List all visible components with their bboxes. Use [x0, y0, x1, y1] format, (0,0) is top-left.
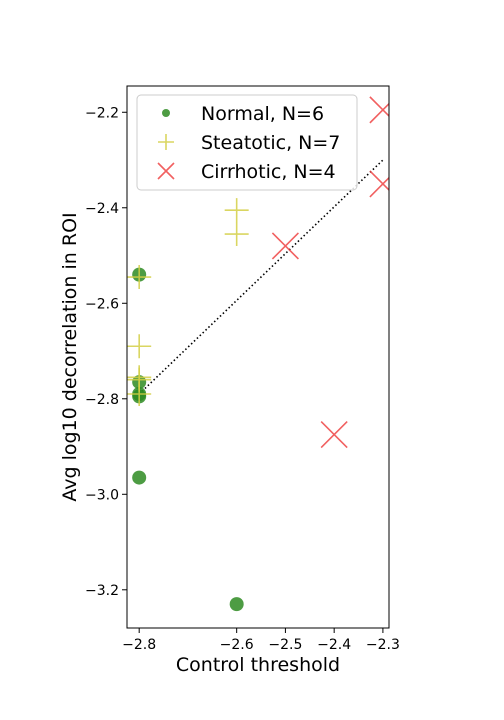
data-point	[369, 96, 389, 124]
y-axis-label: Avg log10 decorrelation in ROI	[59, 212, 81, 501]
y-tick-label: −2.4	[85, 201, 119, 217]
plot-area	[127, 96, 389, 612]
y-tick-label: −2.6	[85, 296, 119, 312]
data-point	[224, 198, 249, 223]
legend-label: Normal, N=6	[201, 103, 324, 125]
y-tick-label: −2.8	[85, 392, 119, 408]
x-tick-label: −2.6	[220, 637, 254, 653]
y-tick-label: −2.2	[85, 105, 119, 121]
legend-marker	[158, 134, 174, 150]
data-point	[229, 597, 244, 612]
data-point	[132, 470, 147, 485]
x-tick-label: −2.4	[317, 637, 351, 653]
plot-frame	[126, 85, 390, 629]
legend-label: Steatotic, N=7	[201, 132, 340, 154]
series-x	[271, 96, 389, 449]
data-point	[127, 265, 152, 290]
x-tick-label: −2.8	[122, 637, 156, 653]
plot-layer	[127, 96, 389, 612]
x-tick-label: −2.5	[268, 637, 302, 653]
legend-marker	[157, 162, 175, 180]
data-point	[271, 232, 299, 260]
data-point	[127, 334, 152, 359]
frame-layer	[126, 85, 390, 629]
y-tick-label: −3.0	[85, 487, 119, 503]
data-point	[224, 222, 249, 247]
data-point	[127, 382, 152, 407]
y-tick-label: −3.2	[85, 583, 119, 599]
legend: Normal, N=6 Steatotic, N=7 Cirrhotic, N=4	[136, 94, 358, 191]
series-circle	[132, 267, 244, 612]
trend-line	[138, 159, 384, 395]
x-tick-label: −2.3	[366, 637, 400, 653]
x-axis-label: Control threshold	[176, 654, 340, 676]
data-point	[369, 170, 389, 198]
legend-box	[136, 94, 358, 191]
data-point	[320, 421, 348, 449]
series-plus	[127, 198, 249, 407]
tick-layer: −2.8 −2.6 −2.5 −2.4 −2.3 −3.2 −3.0 −2.8 −2.6 −2.4…	[85, 105, 400, 653]
legend-marker	[162, 109, 170, 117]
legend-label: Cirrhotic, N=4	[201, 161, 336, 183]
